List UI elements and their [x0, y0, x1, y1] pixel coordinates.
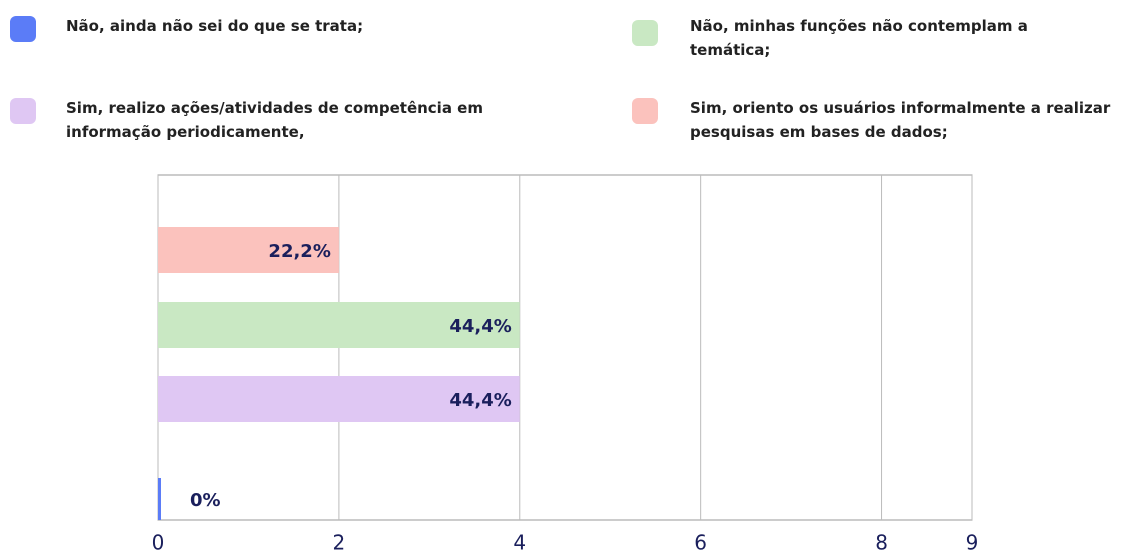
x-tick-label: 2 — [333, 531, 346, 554]
value-label: 0% — [190, 490, 221, 511]
legend-swatch — [10, 16, 36, 42]
legend-swatch — [10, 98, 36, 124]
x-tick-label: 0 — [152, 531, 165, 554]
legend-label: Sim, realizo ações/atividades de competê… — [66, 99, 483, 141]
legend-label: Sim, oriento os usuários informalmente a… — [690, 99, 1111, 141]
bar — [158, 478, 161, 520]
legend-swatch — [632, 20, 658, 46]
value-label: 44,4% — [449, 390, 511, 411]
bar — [158, 376, 520, 422]
bar — [158, 227, 339, 273]
x-tick-label: 6 — [694, 531, 707, 554]
legend-label: Não, ainda não sei do que se trata; — [66, 17, 364, 35]
x-tick-label: 4 — [513, 531, 526, 554]
x-tick-label: 8 — [875, 531, 888, 554]
bar — [158, 302, 520, 348]
legend-swatch — [632, 98, 658, 124]
value-label: 44,4% — [449, 316, 511, 337]
value-label: 22,2% — [268, 241, 330, 262]
legend-label: Não, minhas funções não contemplam a tem… — [690, 17, 1028, 59]
x-tick-label: 9 — [966, 531, 979, 554]
